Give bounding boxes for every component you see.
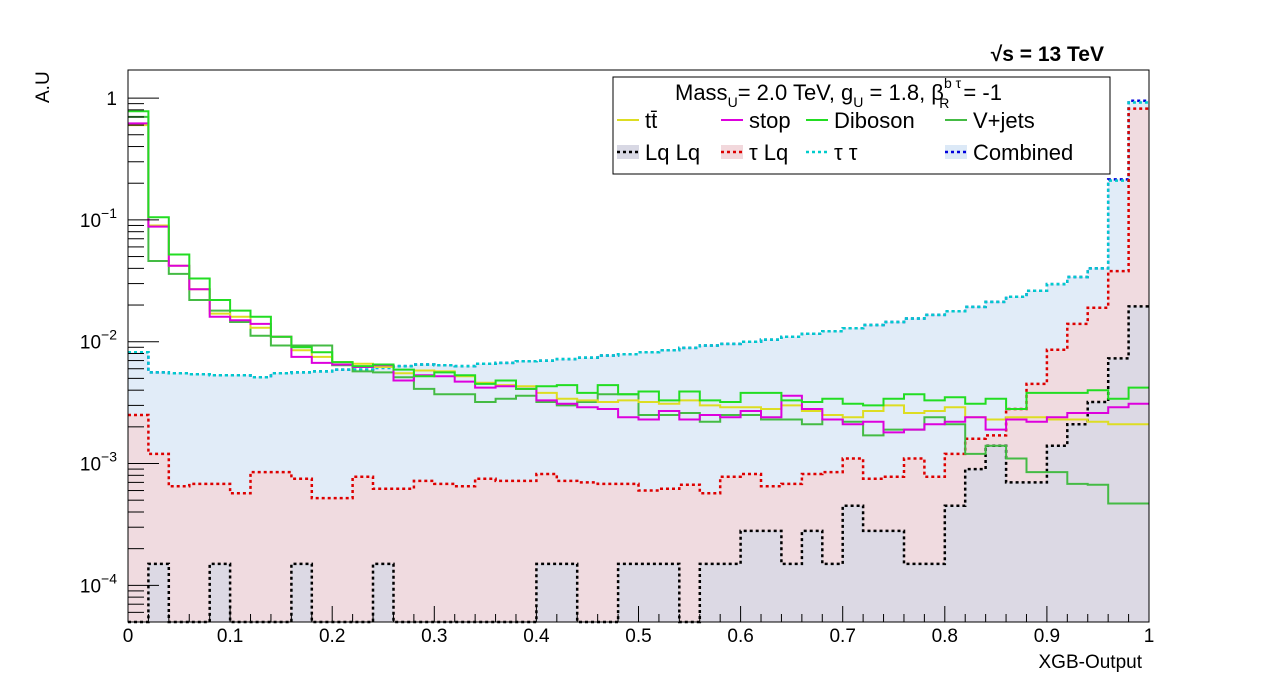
axes: 0 0.1 0.2 0.3 0.4 0.5 0.6 0.7 0.8 0.9 1 10−4 10−3 10−… [80,89,1154,647]
x-tick-label: 0.4 [523,626,550,647]
histogram-lines [128,99,1149,624]
x-tick-label: 0.9 [1034,626,1060,647]
legend-label-diboson: Diboson [834,108,915,133]
series-line-lq-lq [128,305,1149,624]
x-tick-label: 0.8 [932,626,958,647]
series-line-diboson [128,110,1149,410]
legend-swatch-tau-lq [721,145,743,159]
x-tick-label: 0.7 [829,626,855,647]
series-fill-lq-lq [128,306,1149,622]
y-axis-title: A.U [33,71,54,103]
histogram-fills [128,100,1149,623]
legend-label-combined: Combined [973,140,1073,165]
series-line-stop [128,122,1149,434]
x-tick-label: 0.5 [625,626,651,647]
x-tick-label: 0 [123,626,134,647]
y-tick-label: 10−3 [80,449,117,476]
x-axis-title: XGB-Output [1039,652,1143,673]
y-tick-label: 10−2 [80,327,117,354]
legend-label-lq-lq: Lq Lq [645,140,700,165]
x-tick-label: 0.3 [421,626,447,647]
x-tick-label: 1 [1144,626,1155,647]
y-tick-label: 10−4 [80,570,117,597]
legend-swatch-combined [945,145,967,159]
x-tick-label: 0.6 [727,626,753,647]
legend-label-tau-lq: τ Lq [749,140,788,165]
legend-box [612,76,1111,175]
legend-swatch-lq-lq [617,145,639,159]
x-tick-label: 0.1 [217,626,243,647]
x-tick-label: 0.2 [319,626,345,647]
legend-label-ttbar: tt̄ [645,108,657,133]
legend-label-tau-tau: τ τ [834,140,858,165]
energy-label: √s = 13 TeV [991,43,1104,66]
y-tick-label: 10−1 [80,205,117,232]
legend-label-v-jets: V+jets [973,108,1035,133]
series-fill-tau-lq [128,108,1149,623]
y-tick-label: 1 [106,89,117,110]
legend-label-stop: stop [749,108,791,133]
